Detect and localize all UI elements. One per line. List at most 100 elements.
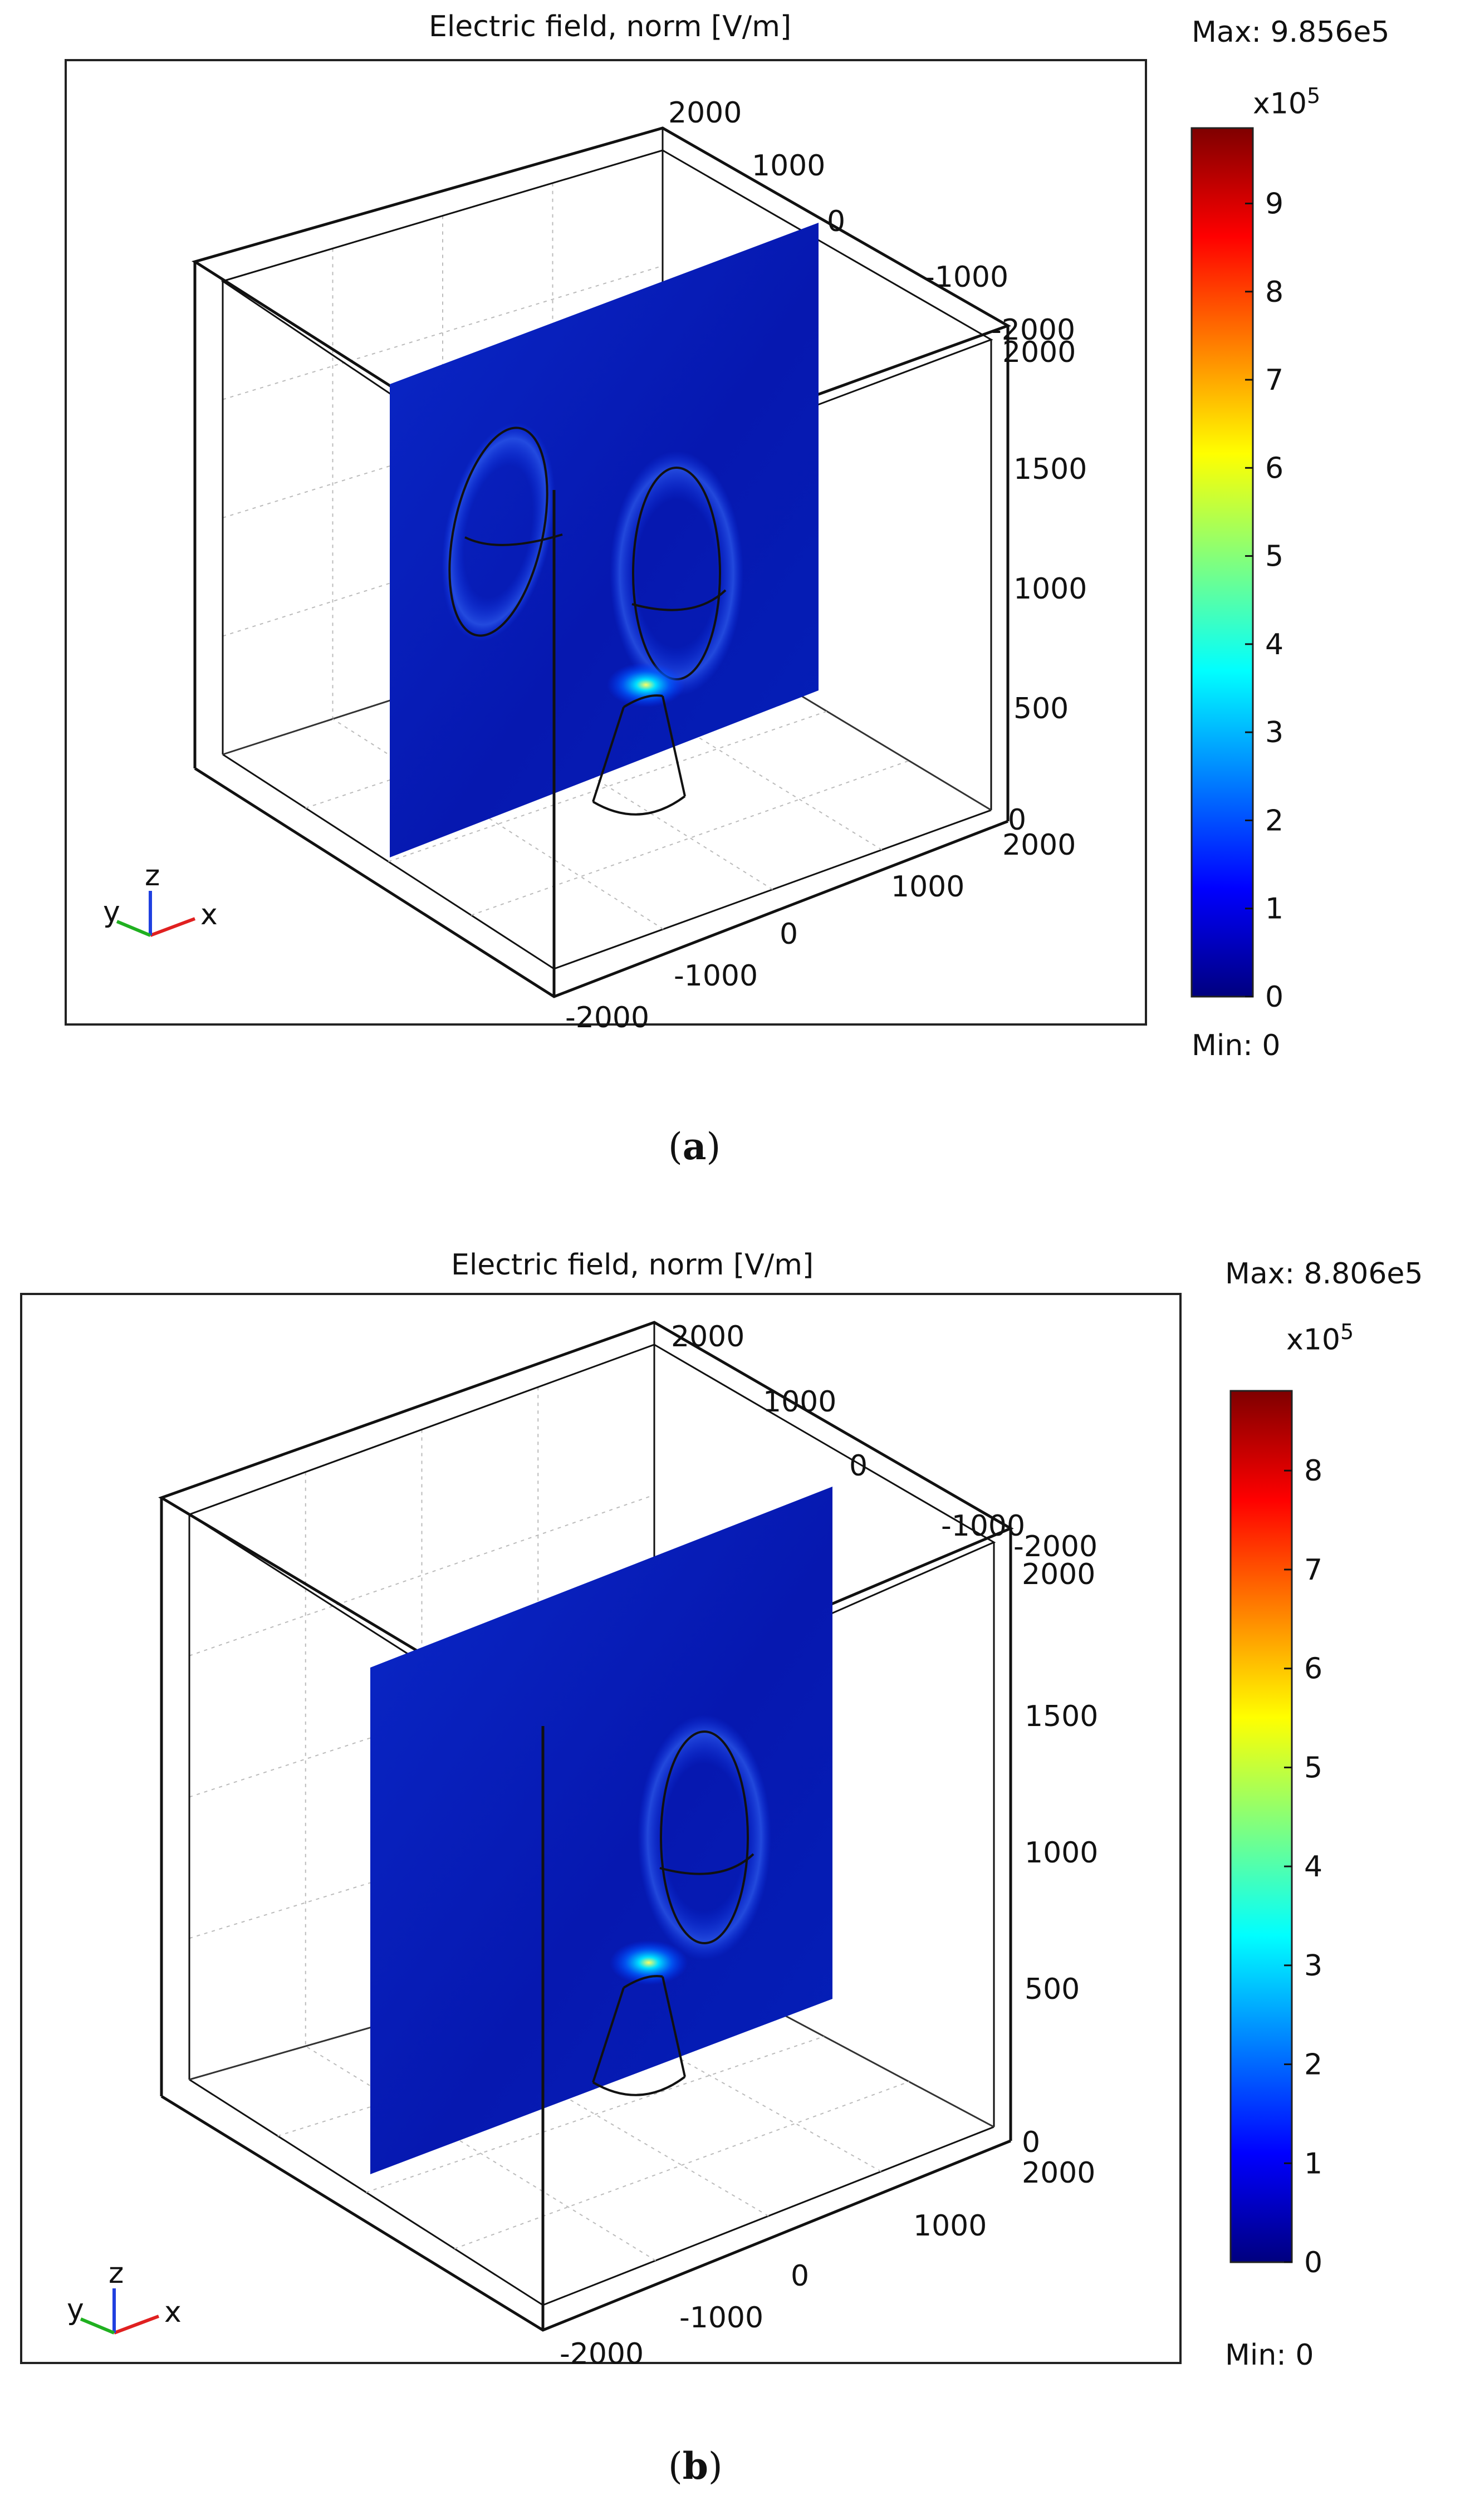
axis-tick-label: -1000 bbox=[674, 959, 758, 993]
triad-x-label: x bbox=[164, 2296, 182, 2329]
axis-tick-label: -1000 bbox=[924, 261, 1008, 294]
axis-tick-label: 1000 bbox=[891, 870, 964, 904]
colorbar-tick-label: 0 bbox=[1265, 980, 1283, 1014]
figure-sublabel: (b) bbox=[668, 2444, 723, 2488]
colorbar bbox=[1190, 127, 1254, 998]
triad-x-axis bbox=[149, 917, 196, 937]
grid-line bbox=[305, 2046, 656, 2261]
colorbar-tick-label: 4 bbox=[1304, 1850, 1322, 1884]
colorbar-tick-label: 2 bbox=[1304, 2048, 1322, 2082]
colorbar-multiplier: x105 bbox=[1286, 1320, 1354, 1357]
grid-line bbox=[366, 2036, 825, 2193]
triad-x-axis bbox=[113, 2315, 160, 2335]
axis-tick-label: 2000 bbox=[668, 96, 742, 130]
grid-line bbox=[222, 265, 663, 400]
triad-y-label: y bbox=[67, 2293, 84, 2326]
triad-y-label: y bbox=[103, 895, 120, 929]
colorbar-tick-label: 5 bbox=[1265, 540, 1283, 573]
colorbar-tick-label: 1 bbox=[1265, 893, 1283, 926]
figure-panel-a: Electric field, norm [V/m] Max: 9.856e5 … bbox=[0, 0, 1460, 1236]
colorbar-multiplier: x105 bbox=[1253, 84, 1321, 121]
axis-tick-label: 0 bbox=[827, 205, 845, 238]
box-bottom bbox=[194, 767, 1008, 998]
triad-y-axis bbox=[116, 920, 151, 937]
colorbar-tick-label: 6 bbox=[1265, 452, 1283, 485]
axis-tick-label: 2000 bbox=[1022, 1558, 1095, 1591]
axis-tick-label: 500 bbox=[1025, 1973, 1080, 2006]
plot-frame bbox=[20, 1293, 1182, 2364]
axis-tick-label: -2000 bbox=[560, 2337, 644, 2371]
cone-electrode-outline bbox=[592, 694, 686, 816]
grid-line bbox=[332, 718, 664, 930]
axis-tick-label: -1000 bbox=[941, 1509, 1025, 1543]
box-bottom bbox=[160, 2095, 1011, 2332]
axis-tick-label: 1000 bbox=[1013, 572, 1087, 606]
plot-3d-view: 200010000-1000-2000200015001000500020001… bbox=[20, 1293, 1322, 2371]
field-hotspot bbox=[607, 663, 685, 707]
colorbar-tick-label: 4 bbox=[1265, 628, 1283, 661]
axis-tick-label: 1000 bbox=[752, 149, 825, 183]
colorbar-tick-label: 5 bbox=[1304, 1751, 1322, 1784]
axis-tick-label: 1500 bbox=[1025, 1700, 1098, 1733]
triad-z-label: z bbox=[145, 859, 160, 893]
axis-tick-label: 0 bbox=[849, 1449, 868, 1483]
axis-tick-label: 2000 bbox=[1002, 336, 1076, 369]
plot-title: Electric field, norm [V/m] bbox=[451, 1248, 814, 1282]
axis-tick-label: 2000 bbox=[1002, 828, 1076, 862]
axis-tick-label: -2000 bbox=[991, 313, 1075, 347]
triad-x-label: x bbox=[200, 898, 218, 931]
axis-tick-label: 1000 bbox=[763, 1385, 836, 1419]
colorbar-min-label: Min: 0 bbox=[1192, 1029, 1281, 1062]
colorbar-max-label: Max: 8.806e5 bbox=[1225, 1257, 1423, 1291]
axis-tick-label: 1000 bbox=[913, 2209, 987, 2243]
axis-tick-label: 0 bbox=[1008, 803, 1026, 837]
cone-electrode-outline bbox=[592, 1975, 686, 2096]
colorbar-max-label: Max: 9.856e5 bbox=[1192, 16, 1390, 49]
axis-tick-label: 0 bbox=[791, 2259, 809, 2293]
electrode-ring-outline bbox=[464, 533, 563, 546]
plot-3d-view: 200010000-1000-2000200015001000500020001… bbox=[65, 59, 1283, 1035]
triad-z-label: z bbox=[109, 2257, 124, 2290]
axis-tick-label: 500 bbox=[1013, 692, 1069, 725]
axis-tick-label: 1000 bbox=[1025, 1836, 1098, 1870]
colorbar-tick-label: 8 bbox=[1304, 1454, 1322, 1488]
field-slice-plane bbox=[390, 223, 819, 857]
grid-line bbox=[442, 683, 773, 890]
field-glow bbox=[638, 1715, 771, 1960]
figure-panel-b: Electric field, norm [V/m] Max: 8.806e5 … bbox=[0, 1247, 1460, 2520]
figure-sublabel: (a) bbox=[668, 1125, 721, 1168]
colorbar-tick-label: 6 bbox=[1304, 1653, 1322, 1686]
colorbar-tick-label: 3 bbox=[1265, 716, 1283, 749]
colorbar-tick-label: 2 bbox=[1265, 804, 1283, 837]
triad-y-axis bbox=[80, 2317, 115, 2335]
electrode-ring-outline bbox=[659, 1853, 755, 1875]
field-slice-plane bbox=[370, 1487, 832, 2174]
plot-frame bbox=[65, 59, 1147, 1026]
axis-tick-label: 1500 bbox=[1013, 453, 1087, 486]
grid-line bbox=[454, 2081, 909, 2249]
colorbar-tick-label: 9 bbox=[1265, 187, 1283, 220]
field-hotspot bbox=[610, 1940, 688, 1985]
axis-tick-label: 0 bbox=[780, 918, 798, 951]
axis-tick-label: 0 bbox=[1022, 2126, 1040, 2159]
electrode-ring-outline bbox=[631, 589, 727, 611]
colorbar-tick-label: 8 bbox=[1265, 276, 1283, 309]
axis-box bbox=[191, 126, 1011, 998]
colorbar-tick-label: 3 bbox=[1304, 1949, 1322, 1983]
axis-tick-label: -2000 bbox=[565, 1001, 649, 1035]
colorbar bbox=[1229, 1390, 1293, 2263]
colorbar-tick-label: 0 bbox=[1304, 2246, 1322, 2279]
box-bottom-inner bbox=[189, 2078, 994, 2306]
axis-tick-label: 2000 bbox=[671, 1320, 744, 1354]
axis-tick-label: -2000 bbox=[1013, 1530, 1098, 1563]
field-glow bbox=[610, 451, 743, 696]
axis-tick-label: -1000 bbox=[679, 2301, 763, 2335]
axis-box bbox=[158, 1321, 1014, 2332]
electrode-ring-outline bbox=[660, 1730, 749, 1944]
colorbar-min-label: Min: 0 bbox=[1225, 2338, 1314, 2372]
plot-title: Electric field, norm [V/m] bbox=[429, 10, 792, 43]
colorbar-tick-label: 7 bbox=[1304, 1553, 1322, 1587]
axis-tick-label: 2000 bbox=[1022, 2156, 1095, 2190]
colorbar-tick-label: 7 bbox=[1265, 364, 1283, 397]
colorbar-tick-label: 1 bbox=[1304, 2147, 1322, 2180]
